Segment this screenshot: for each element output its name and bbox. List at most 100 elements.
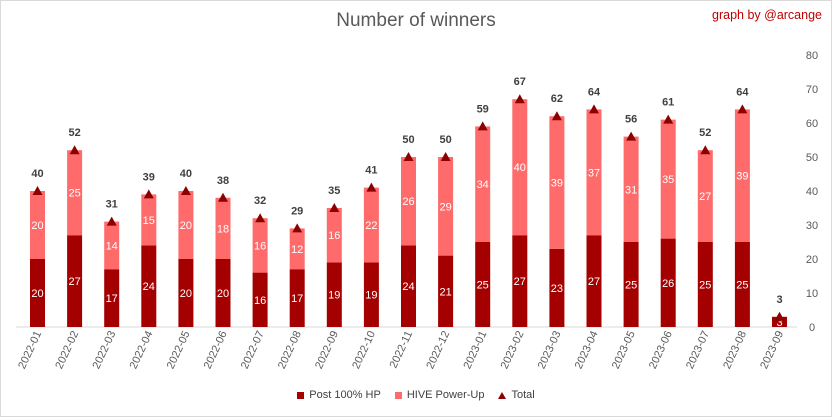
legend-item-powerup: HIVE Power-Up xyxy=(394,389,485,401)
bar-post-100-hp xyxy=(215,259,231,327)
total-marker xyxy=(32,186,43,195)
data-label-post: 25 xyxy=(625,280,637,292)
bar-hive-power-up xyxy=(512,99,528,236)
total-marker xyxy=(218,192,228,202)
bar-hive-power-up xyxy=(401,157,416,246)
total-marker xyxy=(626,131,637,141)
bar-post-100-hp xyxy=(252,272,268,327)
total-marker xyxy=(180,186,191,195)
data-label-post: 25 xyxy=(699,280,711,292)
bar-post-100-hp xyxy=(734,242,750,327)
x-tick-label: 2022-03 xyxy=(90,329,118,371)
data-label-powerup: 18 xyxy=(217,223,229,235)
data-label-post: 20 xyxy=(180,288,192,300)
data-label-powerup: 31 xyxy=(625,184,637,196)
total-marker xyxy=(477,121,488,131)
data-label-post: 21 xyxy=(439,286,451,298)
bar-post-100-hp xyxy=(289,269,305,327)
data-label-total: 31 xyxy=(106,199,118,211)
data-label-total: 50 xyxy=(402,134,414,146)
total-marker xyxy=(737,104,748,114)
total-marker xyxy=(366,182,377,192)
legend-swatch-powerup xyxy=(394,391,402,399)
x-tick-label: 2022-01 xyxy=(16,329,44,371)
x-tick-label: 2022-06 xyxy=(202,329,230,371)
data-label-total: 52 xyxy=(699,127,711,139)
bar-post-100-hp xyxy=(141,245,157,327)
bar-post-100-hp xyxy=(401,245,416,327)
total-marker xyxy=(440,152,451,161)
bar-hive-power-up xyxy=(697,150,713,242)
y-tick-label: 50 xyxy=(806,152,818,164)
data-label-powerup: 39 xyxy=(551,178,563,190)
bar-hive-power-up xyxy=(104,221,120,270)
data-label-total: 56 xyxy=(625,114,637,126)
data-label-post: 27 xyxy=(514,276,526,288)
total-marker xyxy=(700,145,711,155)
bar-post-100-hp xyxy=(438,255,454,327)
x-tick-label: 2022-12 xyxy=(424,329,452,371)
legend-swatch-post xyxy=(297,391,305,399)
bar-hive-power-up xyxy=(660,119,676,239)
bar-post-100-hp xyxy=(623,242,639,327)
data-label-total: 35 xyxy=(328,185,340,197)
data-label-total: 39 xyxy=(143,171,155,183)
x-tick-label: 2022-08 xyxy=(276,329,304,371)
bar-post-100-hp xyxy=(363,262,379,327)
y-tick-label: 70 xyxy=(806,84,818,96)
bar-hive-power-up xyxy=(363,187,379,263)
bar-post-100-hp xyxy=(30,259,45,327)
bar-post-100-hp xyxy=(697,242,713,327)
data-label-powerup: 39 xyxy=(736,171,748,183)
total-marker xyxy=(329,203,340,212)
legend-label-total: Total xyxy=(511,389,535,401)
data-label-powerup: 12 xyxy=(291,244,303,256)
data-label-post: 27 xyxy=(68,276,80,288)
data-label-powerup: 25 xyxy=(68,188,80,200)
total-marker xyxy=(69,145,80,155)
total-marker xyxy=(143,189,154,199)
bar-hive-power-up xyxy=(549,116,565,249)
data-label-total: 64 xyxy=(588,86,601,98)
data-label-total: 52 xyxy=(68,127,80,139)
data-label-post: 25 xyxy=(477,280,489,292)
bar-post-100-hp xyxy=(772,316,787,327)
data-label-total: 40 xyxy=(31,168,43,180)
bar-hive-power-up xyxy=(289,228,305,270)
data-label-powerup: 22 xyxy=(365,220,377,232)
total-marker xyxy=(774,311,785,321)
data-label-total: 40 xyxy=(180,168,192,180)
x-tick-label: 2023-04 xyxy=(573,329,601,371)
bar-hive-power-up xyxy=(252,218,268,273)
x-tick-label: 2023-05 xyxy=(610,329,638,371)
bar-post-100-hp xyxy=(512,235,528,327)
legend-label-powerup: HIVE Power-Up xyxy=(406,389,485,401)
chart-legend: Post 100% HP HIVE Power-Up Total xyxy=(0,389,832,401)
data-label-total: 29 xyxy=(291,205,303,217)
bar-post-100-hp xyxy=(549,248,565,327)
y-tick-label: 20 xyxy=(806,254,818,266)
data-label-total: 38 xyxy=(217,175,229,187)
y-tick-label: 80 xyxy=(806,50,818,62)
data-label-total: 41 xyxy=(365,165,377,177)
bar-post-100-hp xyxy=(67,235,83,327)
data-label-post: 17 xyxy=(106,293,118,305)
data-label-powerup: 20 xyxy=(31,220,43,232)
legend-item-total: Total xyxy=(498,389,535,401)
data-label-powerup: 20 xyxy=(180,220,192,232)
data-label-powerup: 14 xyxy=(106,240,118,252)
data-label-powerup: 26 xyxy=(402,196,414,208)
x-tick-label: 2023-08 xyxy=(721,329,749,371)
data-label-powerup: 40 xyxy=(514,162,526,174)
data-label-post: 23 xyxy=(551,283,563,295)
data-label-total: 62 xyxy=(551,93,563,105)
y-tick-label: 40 xyxy=(806,186,818,198)
data-label-powerup: 16 xyxy=(254,240,266,252)
data-label-post: 20 xyxy=(31,288,43,300)
data-label-post: 17 xyxy=(291,293,303,305)
total-marker xyxy=(589,104,599,114)
data-label-post: 27 xyxy=(588,276,600,288)
data-label-post: 19 xyxy=(328,290,340,302)
data-label-post: 25 xyxy=(736,280,748,292)
chart-title: Number of winners xyxy=(336,10,496,31)
